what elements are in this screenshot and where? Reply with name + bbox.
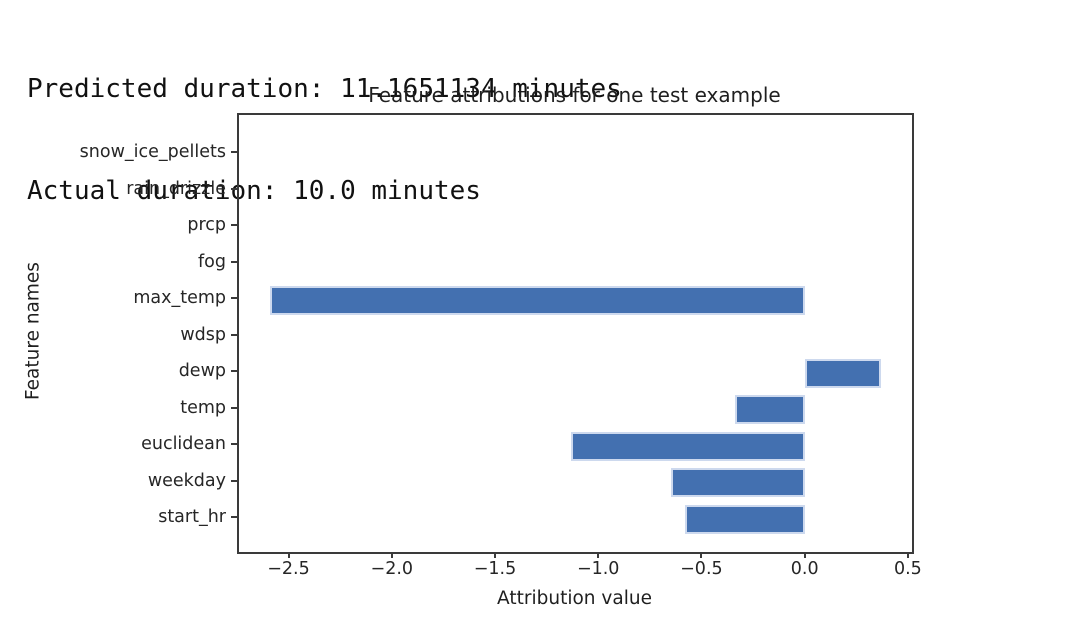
bar xyxy=(684,504,805,534)
predicted-duration-line: Predicted duration: 11.1651134 minutes xyxy=(27,74,622,104)
x-tick-mark xyxy=(803,552,806,558)
x-tick-label: −1.0 xyxy=(576,559,620,579)
y-tick-mark xyxy=(231,370,237,372)
y-tick-label: snow_ice_pellets xyxy=(79,142,226,162)
x-tick-label: −0.5 xyxy=(680,559,723,579)
x-tick-label: 0.0 xyxy=(790,559,819,579)
bar xyxy=(571,431,805,461)
bar xyxy=(804,358,882,388)
y-tick-label: rain_drizzle xyxy=(126,178,226,199)
y-tick-mark xyxy=(231,297,237,299)
x-axis-label: Attribution value xyxy=(497,588,652,609)
chart-title: Feature attributions for one test exampl… xyxy=(368,83,781,107)
bar xyxy=(270,285,805,315)
x-tick-label: −2.5 xyxy=(267,559,310,579)
y-tick-mark xyxy=(231,151,237,153)
y-tick-mark xyxy=(231,443,237,445)
y-tick-mark xyxy=(231,224,237,226)
x-tick-label: 0.5 xyxy=(893,559,922,579)
console-output: Predicted duration: 11.1651134 minutes A… xyxy=(27,4,622,276)
y-tick-mark xyxy=(231,333,237,336)
x-tick-label: −1.5 xyxy=(473,559,517,579)
y-tick-mark xyxy=(231,187,237,190)
y-tick-label: dewp xyxy=(178,361,226,381)
y-tick-label: wdsp xyxy=(180,324,226,345)
y-tick-label: fog xyxy=(198,251,226,272)
x-tick-mark xyxy=(390,552,393,558)
x-tick-mark xyxy=(597,552,600,558)
actual-duration-line: Actual duration: 10.0 minutes xyxy=(27,176,481,206)
y-tick-label: prcp xyxy=(187,215,226,235)
y-tick-label: temp xyxy=(180,397,226,418)
x-tick-mark xyxy=(700,552,703,558)
plot-area xyxy=(237,113,914,554)
y-tick-mark xyxy=(231,516,237,518)
bar xyxy=(670,468,805,497)
y-tick-label: weekday xyxy=(147,470,226,491)
y-tick-label: euclidean xyxy=(141,434,226,454)
x-tick-mark xyxy=(287,552,290,558)
y-tick-label: start_hr xyxy=(158,507,226,527)
y-tick-mark xyxy=(231,479,237,482)
bar xyxy=(734,395,805,424)
x-tick-mark xyxy=(906,552,909,558)
y-tick-mark xyxy=(231,260,237,263)
x-tick-label: −2.0 xyxy=(370,559,414,579)
y-tick-label: max_temp xyxy=(133,288,226,308)
x-tick-mark xyxy=(494,552,496,558)
y-tick-mark xyxy=(231,406,237,409)
